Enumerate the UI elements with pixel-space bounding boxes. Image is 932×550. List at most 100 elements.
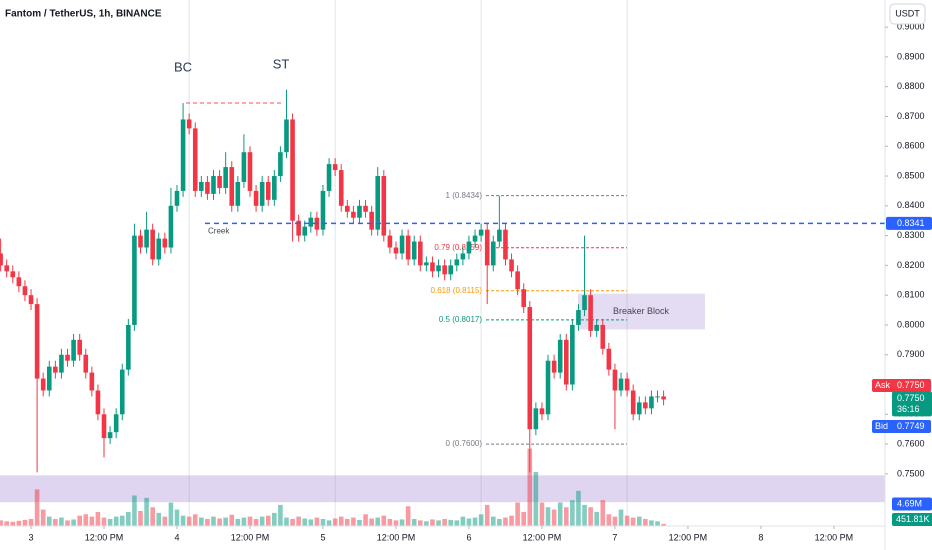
x-tick-label: 12:00 PM xyxy=(669,532,708,542)
x-tick-label: 12:00 PM xyxy=(815,532,854,542)
candle-body xyxy=(59,354,64,373)
candle-body xyxy=(442,265,447,275)
volume-bar xyxy=(332,518,338,526)
candle-body xyxy=(22,286,28,296)
candle-body xyxy=(582,295,587,311)
candle-body xyxy=(545,360,551,415)
volume-bar xyxy=(490,516,496,526)
volume-last-label: 451.81K xyxy=(896,514,930,524)
volume-bar xyxy=(168,502,174,526)
volume-bar xyxy=(570,500,575,526)
candle-body xyxy=(0,253,3,266)
candle-body xyxy=(326,164,332,191)
candle-body xyxy=(192,128,198,191)
candle-body xyxy=(235,181,241,206)
candle-body xyxy=(89,372,95,391)
y-tick-label: 0.8300 xyxy=(897,230,925,240)
candle-body xyxy=(229,167,235,206)
candle-body xyxy=(551,360,557,373)
volume-bar xyxy=(296,516,301,526)
volume-bar xyxy=(101,517,107,526)
y-tick-label: 0.8000 xyxy=(897,319,925,329)
candle-body xyxy=(594,324,599,331)
candle-body xyxy=(509,259,514,272)
candle-body xyxy=(448,265,454,275)
volume-bar xyxy=(156,512,162,526)
fib-label: 0.5 (0.8017) xyxy=(439,315,482,324)
candle-body xyxy=(649,396,654,409)
candle-body xyxy=(253,190,259,206)
volume-bar xyxy=(320,518,326,526)
fib-label: 0.79 (0.8259) xyxy=(434,243,482,252)
candle-body xyxy=(630,390,636,415)
candle-body xyxy=(83,354,89,373)
volume-bar xyxy=(22,519,28,526)
candle-body xyxy=(497,229,502,242)
volume-bar xyxy=(369,518,374,526)
candle-body xyxy=(521,289,527,308)
candle-body xyxy=(643,402,648,409)
currency-button[interactable] xyxy=(889,3,926,25)
volume-bar xyxy=(497,518,502,526)
candle-body xyxy=(490,241,496,266)
creek-price-label: 0.8341 xyxy=(897,218,925,228)
candle-body xyxy=(624,378,630,391)
volume-bar xyxy=(405,506,411,526)
candle-body xyxy=(557,339,563,373)
volume-bar xyxy=(265,515,271,526)
creek-price-box xyxy=(886,216,932,230)
volume-bar xyxy=(119,515,125,526)
volume-bar xyxy=(247,516,253,526)
candle-body xyxy=(636,402,642,415)
y-tick-label: 0.9000 xyxy=(897,21,925,31)
candle-body xyxy=(40,378,46,391)
candle-body xyxy=(563,339,569,385)
volume-bar xyxy=(424,521,429,526)
volume-ma-label: 4.69M xyxy=(897,498,922,508)
annotation: ST xyxy=(273,56,290,71)
candle-body xyxy=(101,414,107,439)
volume-bar xyxy=(144,497,149,526)
candle-body xyxy=(460,253,466,260)
volume-bar xyxy=(655,521,660,526)
volume-bar xyxy=(357,519,362,526)
volume-bar xyxy=(107,518,113,526)
x-tick-label: 12:00 PM xyxy=(231,532,270,542)
volume-bar xyxy=(551,509,557,526)
candle-body xyxy=(119,369,125,415)
volume-bar xyxy=(539,502,545,526)
volume-bar xyxy=(345,518,350,526)
candle-body xyxy=(430,262,435,272)
zone xyxy=(0,475,885,503)
volume-bar xyxy=(235,518,241,526)
currency-button-label[interactable]: USDT xyxy=(895,8,920,18)
candle-body xyxy=(466,241,472,254)
candle-body xyxy=(10,271,16,278)
volume-bar xyxy=(186,516,192,526)
x-tick-label: 12:00 PM xyxy=(523,532,562,542)
candle-body xyxy=(199,181,204,191)
candle-body xyxy=(655,396,660,398)
candle-body xyxy=(28,295,34,305)
x-tick-label: 3 xyxy=(29,532,34,542)
volume-bar xyxy=(326,520,332,526)
volume-bar xyxy=(649,520,654,526)
volume-bar xyxy=(417,520,423,526)
y-tick-label: 0.8400 xyxy=(897,200,925,210)
candle-body xyxy=(16,277,22,287)
y-tick-label: 0.8800 xyxy=(897,81,925,91)
volume-bar xyxy=(387,518,393,526)
x-tick-label: 12:00 PM xyxy=(85,532,124,542)
volume-bar xyxy=(77,515,82,526)
volume-bar xyxy=(515,502,520,526)
volume-bar xyxy=(28,518,34,526)
volume-bar xyxy=(83,514,89,526)
volume-bar xyxy=(205,518,210,526)
y-tick-label: 0.8200 xyxy=(897,260,925,270)
candle-body xyxy=(357,205,362,218)
candle-body xyxy=(290,119,295,221)
candle-body xyxy=(387,235,393,248)
volume-bar xyxy=(46,516,52,526)
volume-bar xyxy=(351,517,356,526)
